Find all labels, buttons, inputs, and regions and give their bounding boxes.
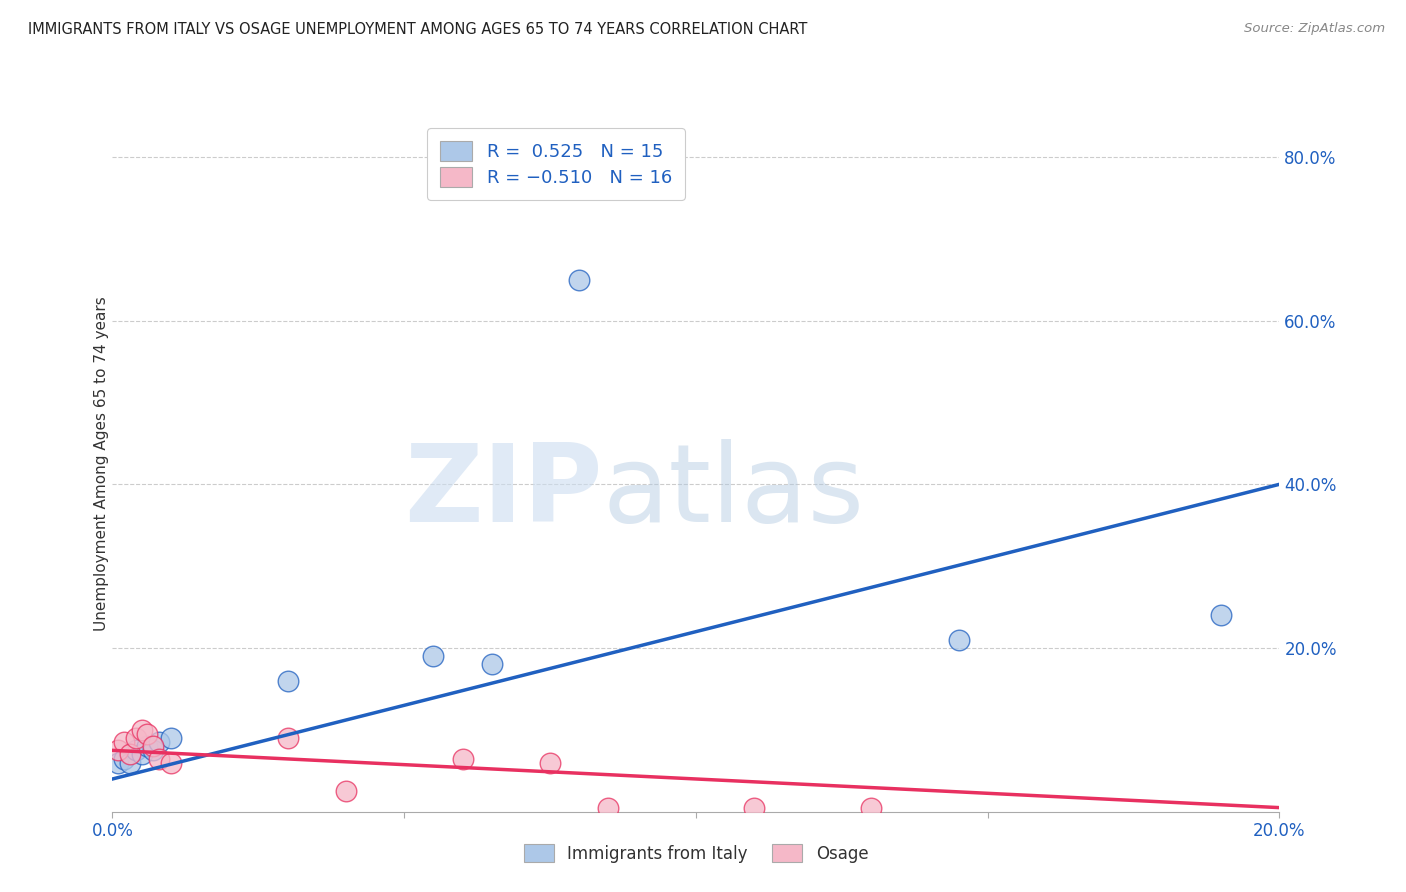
- Point: [118, 747, 141, 762]
- Point: [112, 751, 135, 765]
- Point: [125, 743, 148, 757]
- Y-axis label: Unemployment Among Ages 65 to 74 years: Unemployment Among Ages 65 to 74 years: [94, 296, 108, 632]
- Point: [422, 649, 444, 664]
- Point: [148, 751, 170, 765]
- Point: [742, 800, 765, 814]
- Point: [142, 739, 165, 754]
- Point: [136, 727, 159, 741]
- Text: Source: ZipAtlas.com: Source: ZipAtlas.com: [1244, 22, 1385, 36]
- Point: [131, 747, 153, 762]
- Legend: Immigrants from Italy, Osage: Immigrants from Italy, Osage: [513, 834, 879, 873]
- Point: [142, 743, 165, 757]
- Point: [148, 735, 170, 749]
- Point: [451, 751, 474, 765]
- Point: [598, 800, 620, 814]
- Text: atlas: atlas: [603, 439, 865, 545]
- Point: [948, 632, 970, 647]
- Point: [160, 731, 183, 745]
- Point: [1209, 608, 1232, 623]
- Point: [335, 784, 357, 798]
- Point: [131, 723, 153, 737]
- Point: [160, 756, 183, 770]
- Point: [136, 739, 159, 754]
- Point: [107, 756, 129, 770]
- Point: [481, 657, 503, 672]
- Point: [568, 273, 591, 287]
- Point: [118, 756, 141, 770]
- Text: IMMIGRANTS FROM ITALY VS OSAGE UNEMPLOYMENT AMONG AGES 65 TO 74 YEARS CORRELATIO: IMMIGRANTS FROM ITALY VS OSAGE UNEMPLOYM…: [28, 22, 807, 37]
- Point: [859, 800, 883, 814]
- Point: [112, 735, 135, 749]
- Point: [125, 731, 148, 745]
- Point: [276, 731, 298, 745]
- Point: [538, 756, 561, 770]
- Text: ZIP: ZIP: [404, 439, 603, 545]
- Point: [107, 743, 129, 757]
- Point: [276, 673, 298, 688]
